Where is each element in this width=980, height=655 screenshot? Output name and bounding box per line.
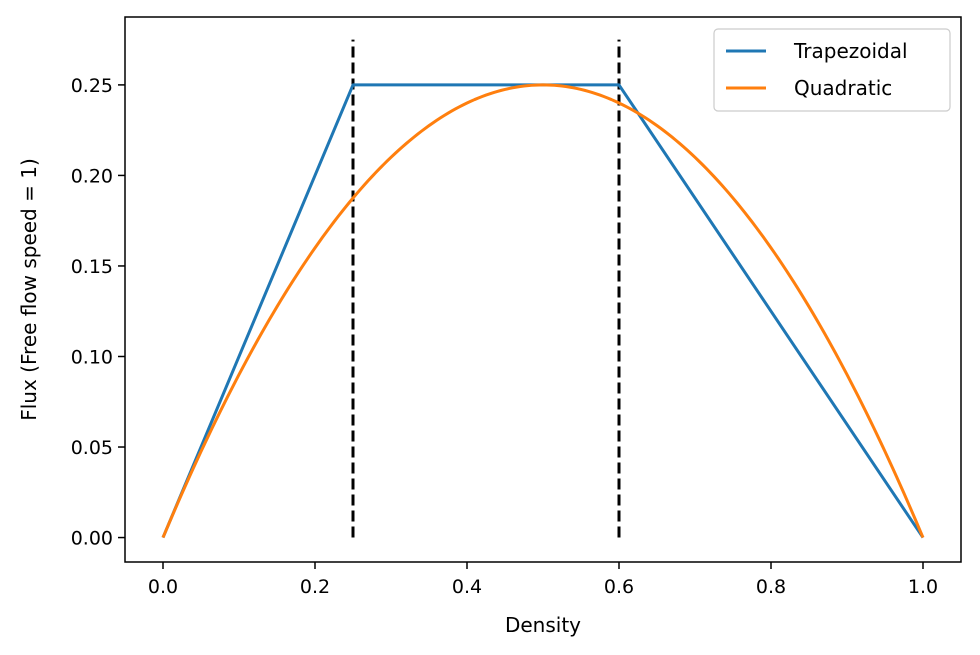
x-tick-label: 1.0 xyxy=(908,576,938,598)
plot-area xyxy=(161,39,925,539)
legend-box xyxy=(713,28,951,112)
legend-label-trapezoidal: Trapezoidal xyxy=(793,39,908,63)
plot-frame xyxy=(124,16,962,563)
axes: 0.0 0.2 0.4 0.6 0.8 1.0 0.00 0.05 0.10 0.15 0.20 0.… xyxy=(17,16,962,637)
series-line-trapezoidal xyxy=(161,83,925,539)
legend-label-quadratic: Quadratic xyxy=(794,76,892,100)
x-tick-label: 0.0 xyxy=(148,576,178,598)
y-tick-label: 0.20 xyxy=(71,165,113,187)
x-tick-label: 0.8 xyxy=(756,576,786,598)
x-tick-label: 0.2 xyxy=(300,576,330,598)
x-tick-label: 0.6 xyxy=(604,576,634,598)
x-axis-title: Density xyxy=(505,613,581,637)
y-tick-label: 0.15 xyxy=(71,256,113,278)
y-tick-label: 0.05 xyxy=(71,437,113,459)
y-tick-label: 0.25 xyxy=(71,75,113,97)
x-tick-label: 0.4 xyxy=(452,576,482,598)
series-line-quadratic xyxy=(161,83,925,539)
y-tick-label: 0.10 xyxy=(71,346,113,368)
y-tick-label: 0.00 xyxy=(71,528,113,550)
y-axis-title: Flux (Free flow speed = 1) xyxy=(17,158,41,421)
legend: Trapezoidal Quadratic xyxy=(713,28,951,112)
